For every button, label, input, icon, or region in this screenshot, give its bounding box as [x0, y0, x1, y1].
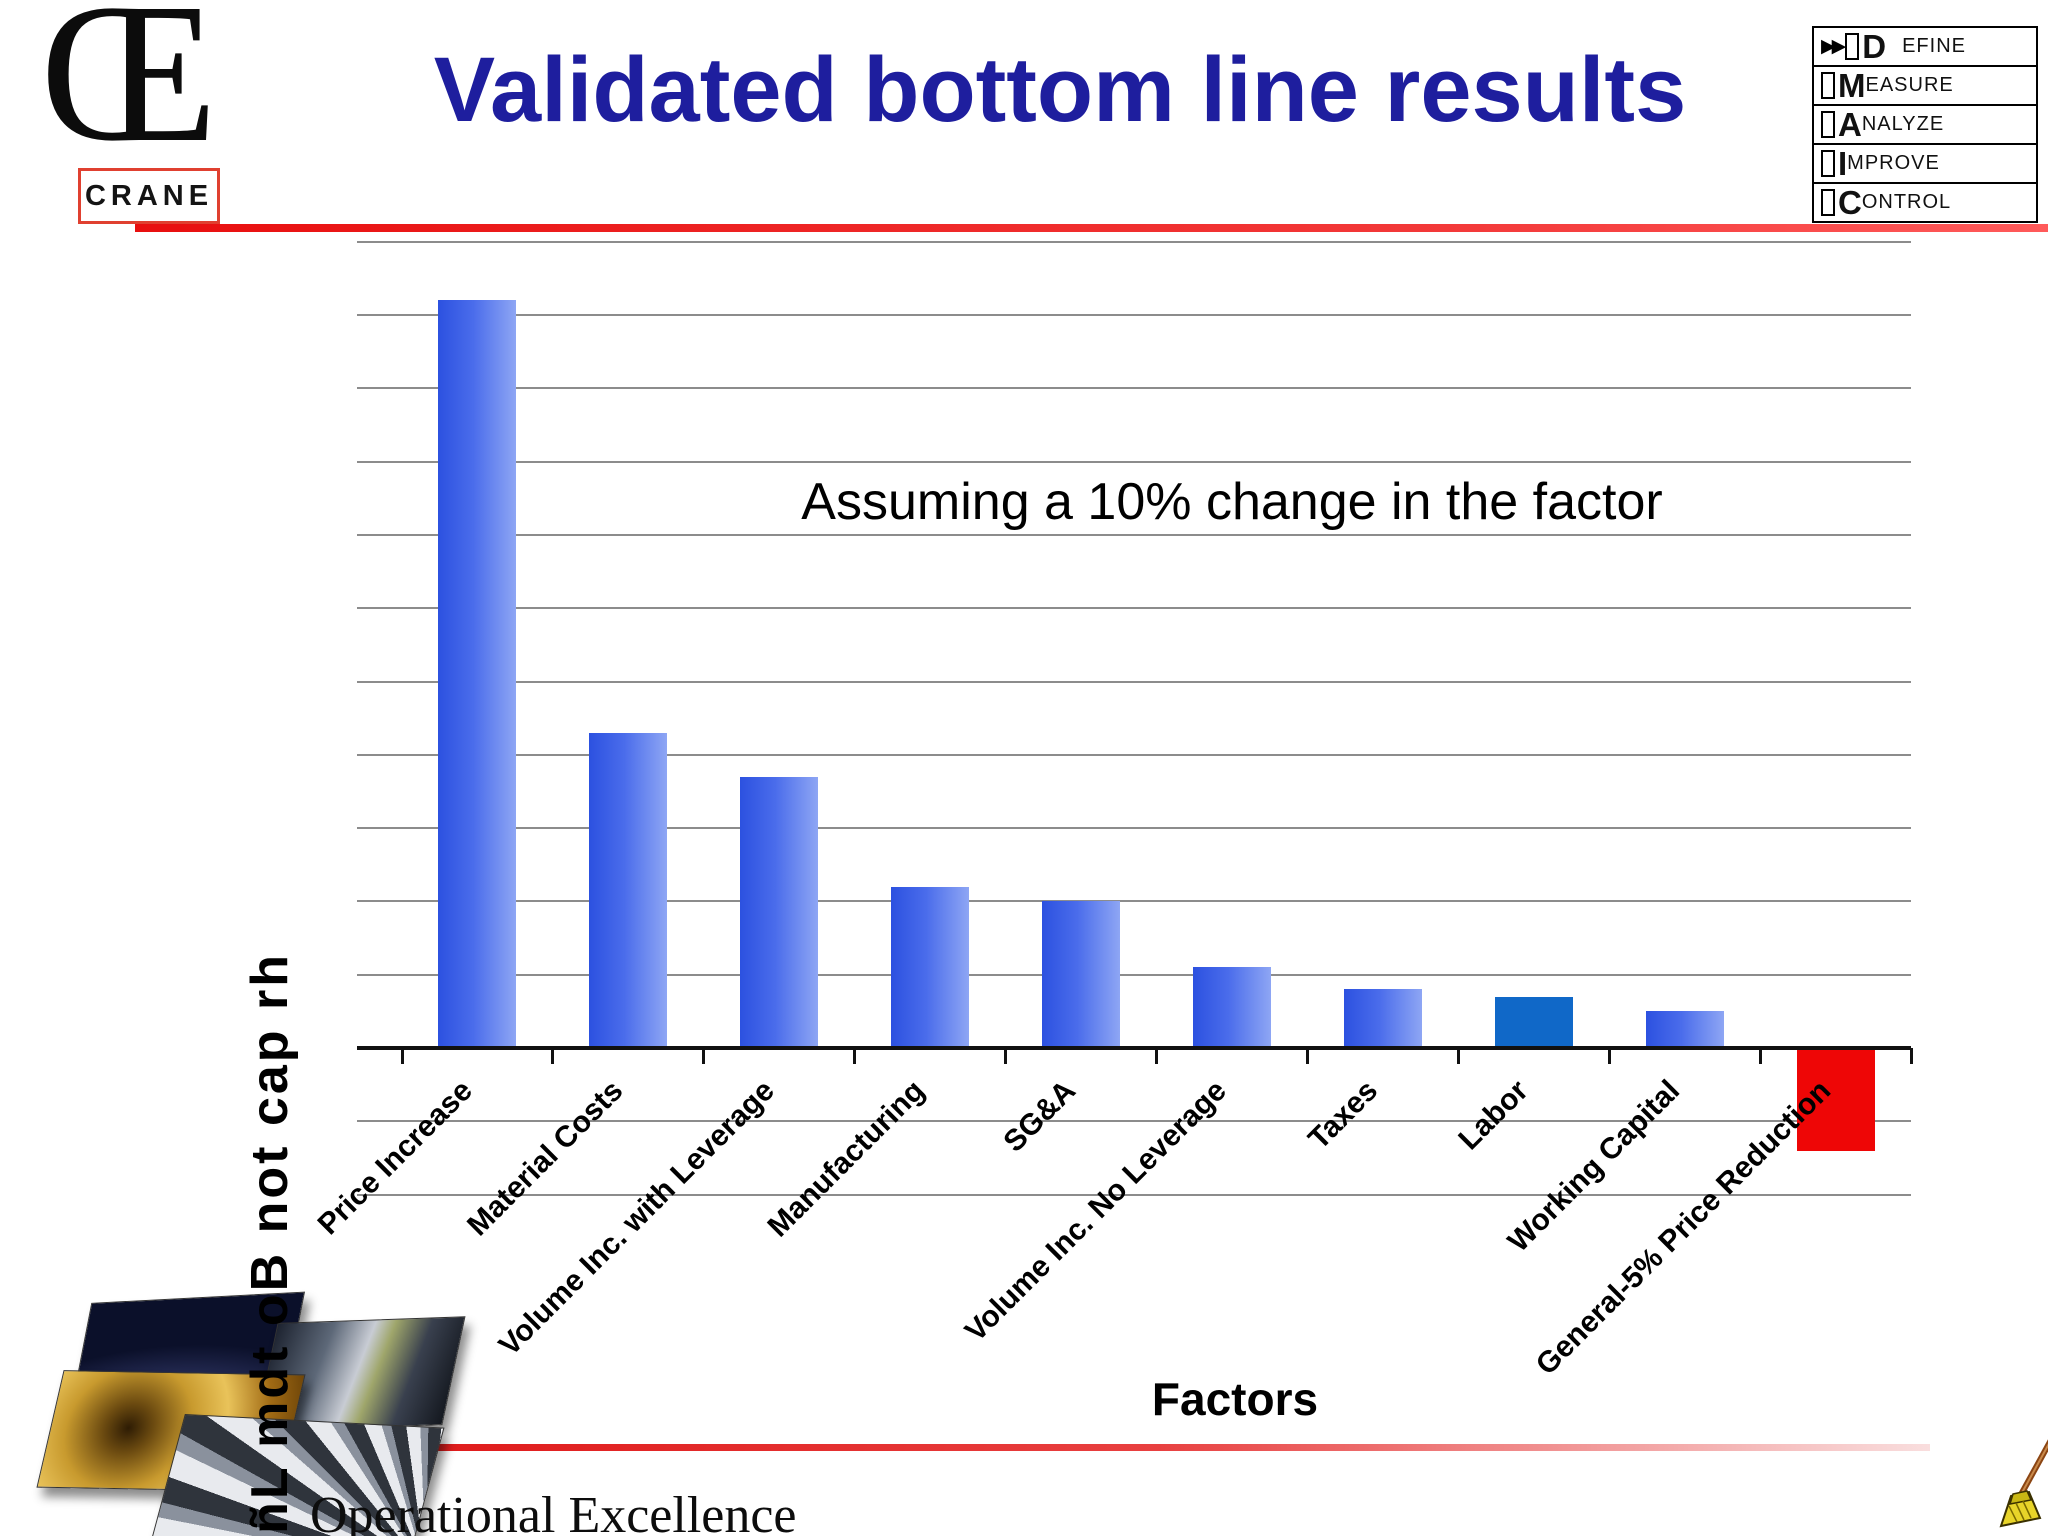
- axis-tick: [1456, 1048, 1460, 1064]
- gridline: [357, 753, 1911, 756]
- category-label: Material Costs: [461, 1074, 630, 1243]
- category-label: Volume Inc. with Leverage: [492, 1074, 781, 1363]
- dmaic-row-improve: I MPROVE: [1814, 145, 2036, 184]
- bar: [1343, 989, 1422, 1048]
- crane-logo-text: CRANE: [84, 179, 214, 212]
- checkbox-glyph: [1821, 72, 1835, 99]
- axis-tick: [702, 1048, 706, 1064]
- y-axis-label: ñL mdt oB not cap rh: [241, 952, 299, 1534]
- gridline: [357, 607, 1911, 610]
- footer-rule: [215, 1444, 1930, 1451]
- x-axis-title: Factors: [1151, 1373, 1319, 1425]
- dmaic-row-measure: M EASURE: [1814, 67, 2036, 106]
- oe-monogram-logo: Œ: [40, 0, 218, 184]
- gridline: [357, 533, 1911, 536]
- axis-tick: [1607, 1048, 1611, 1064]
- axis-tick: [1758, 1048, 1762, 1064]
- checkbox-glyph: [1821, 189, 1835, 216]
- checkbox-glyph: [1821, 150, 1835, 177]
- category-label: SG&A: [997, 1074, 1083, 1159]
- axis-tick: [1305, 1048, 1309, 1064]
- axis-tick: [1155, 1048, 1158, 1064]
- dmaic-row-control: C ONTROL: [1814, 184, 2036, 221]
- dmaic-panel: ▶▶ D EFINE M EASURE A NALYZE I MPROVE C ONTROL: [1812, 26, 2038, 223]
- gridline: [357, 240, 1911, 243]
- gridline: [357, 387, 1911, 390]
- axis-tick: [1004, 1048, 1008, 1064]
- bar: [1796, 1050, 1875, 1151]
- slide-title: Validated bottom line results: [433, 39, 1687, 141]
- bar: [740, 776, 819, 1048]
- x-axis-line: [357, 1046, 1911, 1050]
- gridline: [357, 680, 1911, 683]
- bar: [589, 732, 668, 1048]
- bar: [438, 300, 517, 1048]
- axis-tick: [853, 1048, 857, 1064]
- category-label: Manufacturing: [762, 1074, 932, 1244]
- fast-forward-icon: ▶▶: [1821, 36, 1846, 57]
- checkbox-glyph: [1821, 111, 1835, 138]
- bar: [891, 886, 970, 1048]
- category-label: Labor: [1452, 1074, 1536, 1157]
- category-label: Price Increase: [311, 1074, 479, 1242]
- bar: [1645, 1011, 1724, 1048]
- bar: [1494, 996, 1573, 1048]
- axis-tick: [551, 1048, 555, 1064]
- gridline: [357, 460, 1911, 463]
- axis-tick: [1909, 1048, 1913, 1064]
- checkbox-glyph: [1845, 33, 1860, 60]
- footer-brand-text: Operational Excellence: [310, 1487, 797, 1536]
- bar: [1192, 967, 1271, 1048]
- chart-annotation: Assuming a 10% change in the factor: [801, 473, 1663, 531]
- title-underline-rule: [135, 224, 2048, 232]
- broom-icon: [1999, 1439, 2048, 1528]
- gridline: [357, 827, 1911, 830]
- gridline: [357, 1193, 1911, 1196]
- gridline: [357, 1120, 1911, 1123]
- category-label: Taxes: [1302, 1074, 1385, 1156]
- dmaic-row-analyze: A NALYZE: [1814, 106, 2036, 145]
- gridline: [357, 900, 1911, 903]
- crane-logo-badge: CRANE: [78, 168, 220, 224]
- axis-tick: [400, 1048, 404, 1064]
- bar: [1042, 901, 1121, 1048]
- gridline: [357, 314, 1911, 316]
- category-label: Volume Inc. No Leverage: [959, 1074, 1234, 1349]
- dmaic-row-define: ▶▶ D EFINE: [1814, 28, 2036, 67]
- gridline: [357, 973, 1911, 976]
- bar-chart: Assuming a 10% change in the factor Fact…: [312, 240, 1913, 1442]
